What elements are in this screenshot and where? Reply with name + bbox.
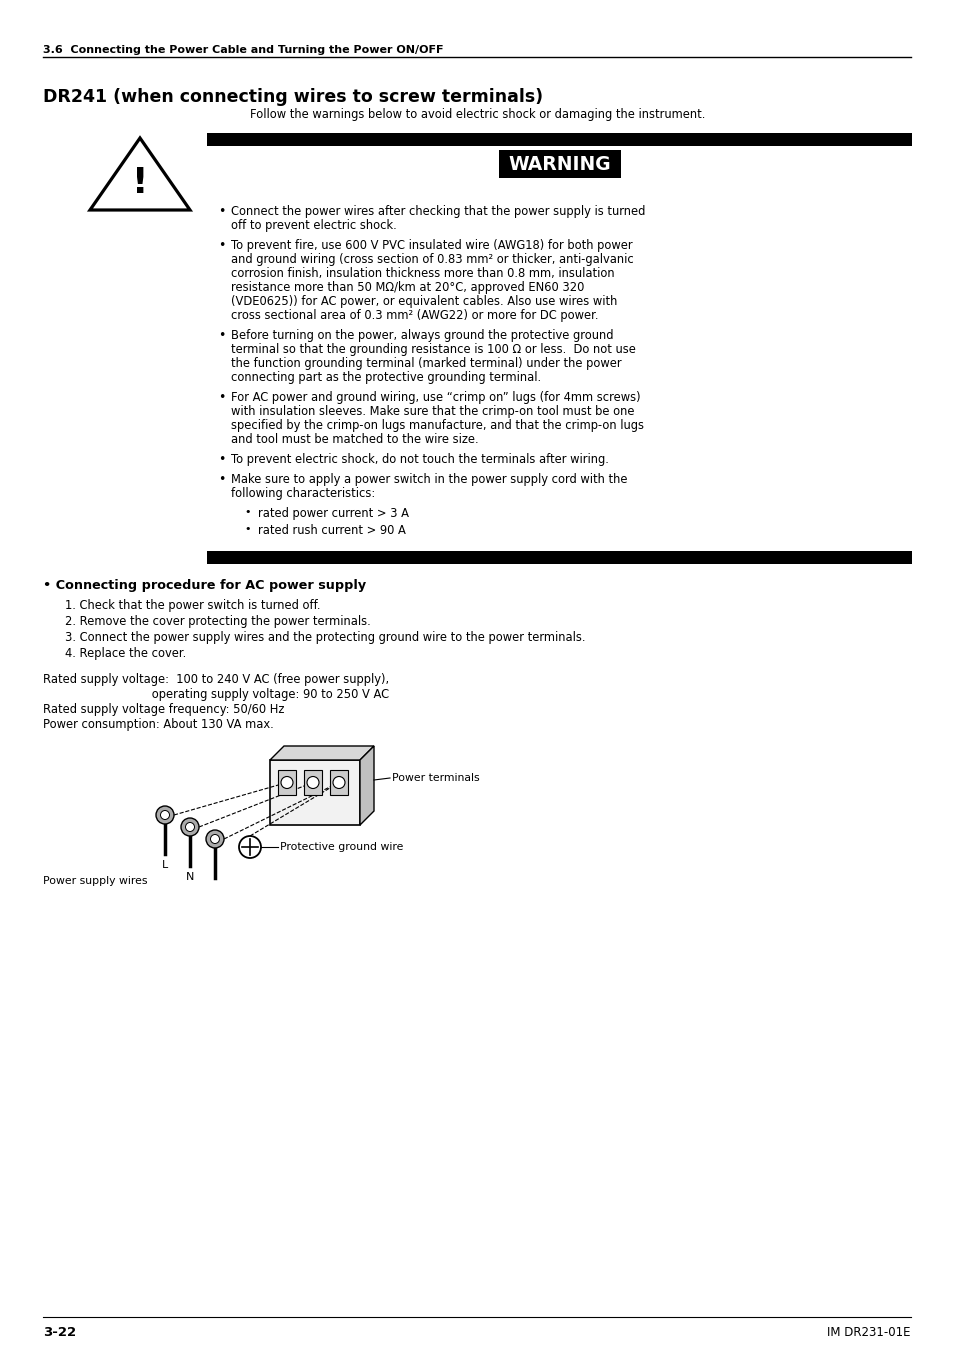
Text: DR241 (when connecting wires to screw terminals): DR241 (when connecting wires to screw te…: [43, 88, 542, 105]
Bar: [330, 770, 348, 794]
Text: specified by the crimp-on lugs manufacture, and that the crimp-on lugs: specified by the crimp-on lugs manufactu…: [231, 419, 643, 432]
Text: 3-22: 3-22: [43, 1325, 76, 1339]
Text: following characteristics:: following characteristics:: [231, 486, 375, 500]
Text: •: •: [244, 507, 251, 517]
Text: Before turning on the power, always ground the protective ground: Before turning on the power, always grou…: [231, 330, 613, 342]
Text: Power consumption: About 130 VA max.: Power consumption: About 130 VA max.: [43, 717, 274, 731]
Bar: [270, 761, 359, 825]
Text: Rated supply voltage frequency: 50/60 Hz: Rated supply voltage frequency: 50/60 Hz: [43, 703, 284, 716]
Circle shape: [307, 777, 318, 789]
Circle shape: [185, 823, 194, 831]
Bar: [304, 770, 322, 794]
Bar: [498, 150, 620, 178]
Text: Follow the warnings below to avoid electric shock or damaging the instrument.: Follow the warnings below to avoid elect…: [250, 108, 705, 122]
Text: Protective ground wire: Protective ground wire: [280, 842, 403, 852]
Text: Make sure to apply a power switch in the power supply cord with the: Make sure to apply a power switch in the…: [231, 473, 627, 486]
Circle shape: [333, 777, 345, 789]
Text: Power terminals: Power terminals: [392, 773, 479, 784]
Polygon shape: [359, 746, 374, 825]
Text: For AC power and ground wiring, use “crimp on” lugs (for 4mm screws): For AC power and ground wiring, use “cri…: [231, 390, 640, 404]
Bar: [207, 132, 911, 146]
Polygon shape: [90, 138, 190, 209]
Text: rated power current > 3 A: rated power current > 3 A: [257, 507, 409, 520]
Circle shape: [156, 807, 173, 824]
Text: !: !: [132, 166, 148, 200]
Text: • Connecting procedure for AC power supply: • Connecting procedure for AC power supp…: [43, 580, 366, 592]
Circle shape: [206, 830, 224, 848]
Text: To prevent fire, use 600 V PVC insulated wire (AWG18) for both power: To prevent fire, use 600 V PVC insulated…: [231, 239, 632, 253]
Polygon shape: [270, 746, 374, 761]
Text: WARNING: WARNING: [508, 154, 611, 173]
Text: IM DR231-01E: IM DR231-01E: [826, 1325, 910, 1339]
Text: •: •: [244, 524, 251, 534]
Text: N: N: [186, 871, 194, 882]
Text: •: •: [218, 453, 225, 466]
Text: 3. Connect the power supply wires and the protecting ground wire to the power te: 3. Connect the power supply wires and th…: [65, 631, 585, 644]
Text: Power supply wires: Power supply wires: [43, 875, 148, 886]
Text: 4. Replace the cover.: 4. Replace the cover.: [65, 647, 186, 661]
Bar: [207, 551, 911, 563]
Text: and ground wiring (cross section of 0.83 mm² or thicker, anti-galvanic: and ground wiring (cross section of 0.83…: [231, 253, 633, 266]
Text: rated rush current > 90 A: rated rush current > 90 A: [257, 524, 405, 536]
Text: (VDE0625)) for AC power, or equivalent cables. Also use wires with: (VDE0625)) for AC power, or equivalent c…: [231, 295, 617, 308]
Text: cross sectional area of 0.3 mm² (AWG22) or more for DC power.: cross sectional area of 0.3 mm² (AWG22) …: [231, 309, 598, 322]
Text: •: •: [218, 239, 225, 253]
Text: off to prevent electric shock.: off to prevent electric shock.: [231, 219, 396, 232]
Text: •: •: [218, 330, 225, 342]
Text: terminal so that the grounding resistance is 100 Ω or less.  Do not use: terminal so that the grounding resistanc…: [231, 343, 636, 357]
Text: with insulation sleeves. Make sure that the crimp-on tool must be one: with insulation sleeves. Make sure that …: [231, 405, 634, 417]
Text: 1. Check that the power switch is turned off.: 1. Check that the power switch is turned…: [65, 598, 320, 612]
Text: Connect the power wires after checking that the power supply is turned: Connect the power wires after checking t…: [231, 205, 644, 218]
Text: •: •: [218, 390, 225, 404]
Text: L: L: [162, 861, 168, 870]
Circle shape: [239, 836, 261, 858]
Text: To prevent electric shock, do not touch the terminals after wiring.: To prevent electric shock, do not touch …: [231, 453, 608, 466]
Text: Rated supply voltage:  100 to 240 V AC (free power supply),: Rated supply voltage: 100 to 240 V AC (f…: [43, 673, 389, 686]
Text: •: •: [218, 473, 225, 486]
Text: 2. Remove the cover protecting the power terminals.: 2. Remove the cover protecting the power…: [65, 615, 371, 628]
Circle shape: [281, 777, 293, 789]
Circle shape: [160, 811, 170, 820]
Bar: [277, 770, 295, 794]
Text: operating supply voltage: 90 to 250 V AC: operating supply voltage: 90 to 250 V AC: [43, 688, 389, 701]
Text: resistance more than 50 MΩ/km at 20°C, approved EN60 320: resistance more than 50 MΩ/km at 20°C, a…: [231, 281, 584, 295]
Circle shape: [211, 835, 219, 843]
Circle shape: [181, 817, 199, 836]
Text: connecting part as the protective grounding terminal.: connecting part as the protective ground…: [231, 372, 540, 384]
Text: the function grounding terminal (marked terminal) under the power: the function grounding terminal (marked …: [231, 357, 621, 370]
Text: corrosion finish, insulation thickness more than 0.8 mm, insulation: corrosion finish, insulation thickness m…: [231, 267, 614, 280]
Text: •: •: [218, 205, 225, 218]
Text: 3.6  Connecting the Power Cable and Turning the Power ON/OFF: 3.6 Connecting the Power Cable and Turni…: [43, 45, 443, 55]
Text: and tool must be matched to the wire size.: and tool must be matched to the wire siz…: [231, 434, 478, 446]
